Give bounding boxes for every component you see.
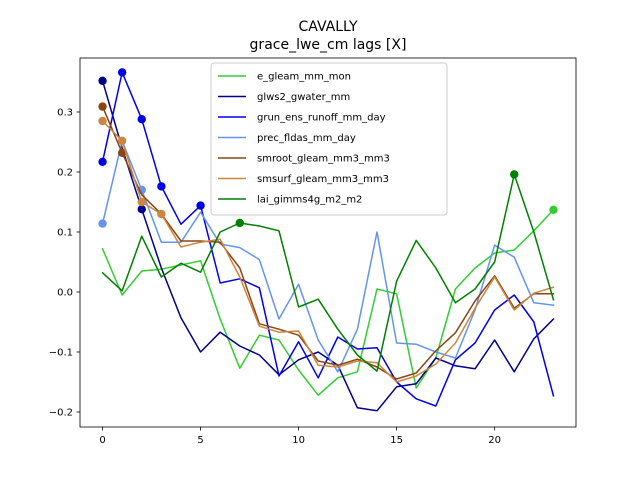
series-marker-glws2_gwater_mm-1 (137, 205, 146, 214)
x-tick-label: 10 (292, 435, 305, 446)
series-marker-grun_ens_runoff_mm_day-3 (157, 182, 166, 191)
series-line-grun_ens_runoff_mm_day (101, 71, 555, 407)
series-line-smsurf_gleam_mm3_mm3 (101, 119, 555, 383)
x-tick-label: 15 (390, 435, 403, 446)
series-marker-lai_gimms4g_m2_m2-1 (510, 170, 519, 179)
legend: e_gleam_mm_mon glws2_gwater_mm grun_ens_ru… (210, 62, 448, 216)
y-tick-label: 0.2 (57, 168, 73, 179)
series-line-lai_gimms4g_m2_m2 (101, 173, 555, 372)
series-marker-grun_ens_runoff_mm_day-4 (196, 201, 205, 210)
y-tick-label: −0.1 (49, 348, 73, 359)
series-marker-smsurf_gleam_mm3_mm3-3 (157, 209, 166, 219)
series-marker-lai_gimms4g_m2_m2-0 (235, 218, 244, 228)
legend-label-glws2_gwater_mm: glws2_gwater_mm (257, 92, 350, 103)
legend-box (210, 62, 448, 216)
series-marker-smroot_gleam_mm3_mm3-1 (117, 148, 127, 157)
series-marker-grun_ens_runoff_mm_day-2 (137, 115, 146, 124)
legend-label-smsurf_gleam_mm3_mm3: smsurf_gleam_mm3_mm3 (257, 174, 389, 185)
legend-label-e_gleam_mm_mon: e_gleam_mm_mon (257, 72, 351, 83)
chart-title: CAVALLY (298, 19, 357, 35)
series-line-smroot_gleam_mm3_mm3 (101, 105, 555, 380)
legend-label-prec_fldas_mm_day: prec_fldas_mm_day (257, 133, 356, 144)
y-tick-label: 0.1 (57, 228, 73, 239)
series-layer (98, 68, 558, 412)
series-marker-e_gleam_mm_mon-0 (549, 205, 558, 214)
legend-label-lai_gimms4g_m2_m2: lai_gimms4g_m2_m2 (257, 195, 362, 206)
series-marker-grun_ens_runoff_mm_day-1 (117, 68, 127, 77)
series-marker-grun_ens_runoff_mm_day-0 (98, 157, 107, 166)
series-marker-smroot_gleam_mm3_mm3-0 (98, 102, 107, 111)
legend-label-grun_ens_runoff_mm_day: grun_ens_runoff_mm_day (257, 113, 386, 124)
series-marker-smsurf_gleam_mm3_mm3-2 (137, 197, 146, 207)
x-tick-label: 5 (197, 435, 203, 446)
legend-label-smroot_gleam_mm3_mm3: smroot_gleam_mm3_mm3 (257, 154, 390, 165)
y-tick-label: 0.3 (57, 108, 73, 119)
x-tick-label: 20 (488, 435, 501, 446)
series-marker-prec_fldas_mm_day-1 (137, 185, 146, 195)
series-marker-smsurf_gleam_mm3_mm3-0 (98, 116, 107, 126)
axes-layer: 0 5 10 15 20 −0.2 −0.1 0.0 0.1 0.2 0.3 (49, 57, 577, 446)
y-tick-label: −0.2 (49, 408, 73, 419)
series-marker-smsurf_gleam_mm3_mm3-1 (117, 136, 127, 145)
x-tick-label: 0 (99, 435, 105, 446)
axes-frame (79, 57, 577, 428)
series-marker-glws2_gwater_mm-0 (98, 76, 107, 86)
chart-subtitle: grace_lwe_cm lags [X] (250, 37, 407, 53)
series-marker-prec_fldas_mm_day-0 (98, 219, 107, 228)
y-tick-label: 0.0 (57, 288, 73, 299)
